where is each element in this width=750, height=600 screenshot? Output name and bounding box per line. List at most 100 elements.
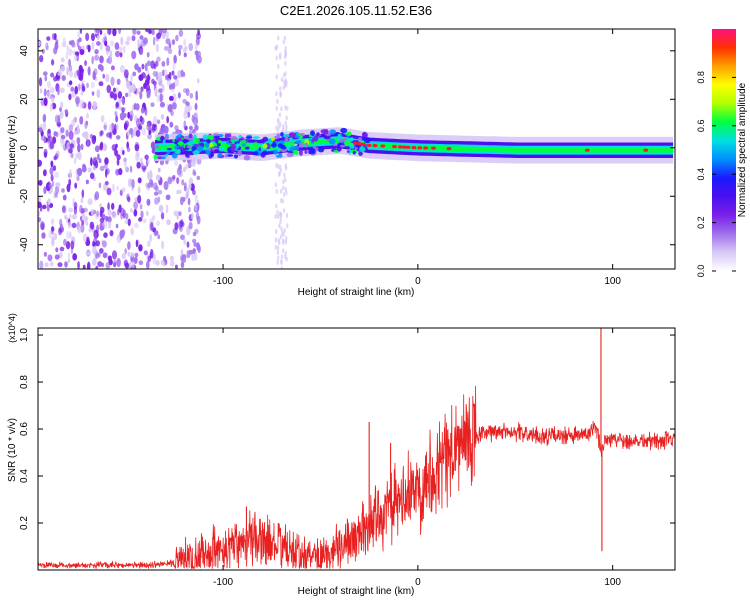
band-blob bbox=[304, 142, 309, 148]
noise-blob bbox=[86, 113, 90, 119]
noise-blob bbox=[60, 65, 66, 72]
band-blob bbox=[153, 154, 158, 160]
peak-point bbox=[353, 141, 358, 145]
noise-blob bbox=[285, 80, 288, 86]
noise-blob bbox=[110, 65, 115, 71]
noise-blob bbox=[276, 245, 280, 251]
noise-blob bbox=[134, 256, 138, 264]
noise-blob bbox=[42, 121, 47, 131]
noise-blob bbox=[49, 141, 55, 150]
noise-blob bbox=[106, 58, 110, 64]
noise-blob bbox=[155, 260, 160, 266]
noise-blob bbox=[121, 253, 127, 260]
noise-blob bbox=[74, 85, 79, 95]
noise-blob bbox=[285, 256, 288, 262]
noise-blob bbox=[90, 157, 93, 166]
noise-blob bbox=[109, 91, 115, 99]
noise-blob bbox=[281, 248, 285, 254]
noise-blob bbox=[178, 48, 181, 56]
noise-blob bbox=[139, 157, 143, 163]
peak-point bbox=[423, 146, 429, 150]
noise-blob bbox=[110, 76, 115, 86]
noise-blob bbox=[99, 225, 104, 231]
noise-blob bbox=[186, 187, 190, 196]
band-blob bbox=[252, 142, 259, 147]
noise-blob bbox=[147, 133, 152, 140]
noise-blob bbox=[130, 251, 135, 258]
colorbar-tick-label: 0.0 bbox=[696, 265, 706, 278]
band-blob bbox=[316, 132, 320, 137]
noise-blob bbox=[87, 101, 92, 110]
noise-blob bbox=[137, 66, 142, 73]
noise-blob bbox=[282, 85, 285, 91]
noise-blob bbox=[107, 202, 110, 211]
noise-blob bbox=[275, 55, 278, 61]
noise-blob bbox=[67, 258, 71, 264]
band-blob bbox=[230, 146, 236, 153]
band-blob bbox=[339, 138, 344, 143]
noise-blob bbox=[114, 42, 120, 50]
noise-blob bbox=[54, 192, 58, 198]
peak-point bbox=[643, 148, 649, 152]
peak-point bbox=[405, 145, 411, 149]
noise-blob bbox=[116, 158, 120, 166]
noise-blob bbox=[285, 190, 288, 196]
noise-blob bbox=[94, 191, 100, 201]
band-blob bbox=[238, 135, 243, 139]
noise-blob bbox=[92, 241, 96, 248]
noise-blob bbox=[131, 178, 135, 189]
noise-blob bbox=[183, 238, 187, 246]
noise-blob bbox=[69, 231, 72, 239]
noise-blob bbox=[99, 217, 105, 224]
noise-blob bbox=[39, 260, 44, 269]
noise-blob bbox=[59, 87, 65, 94]
noise-blob bbox=[91, 91, 95, 96]
noise-blob bbox=[51, 96, 55, 103]
noise-blob bbox=[135, 153, 140, 161]
y-tick-label: 0.6 bbox=[19, 422, 30, 436]
noise-blob bbox=[130, 227, 134, 236]
noise-blob bbox=[155, 43, 159, 53]
band-blob bbox=[304, 150, 308, 154]
noise-blob bbox=[189, 92, 194, 99]
noise-blob bbox=[156, 119, 161, 125]
noise-blob bbox=[279, 121, 282, 127]
noise-blob bbox=[195, 51, 199, 61]
noise-blob bbox=[51, 237, 55, 247]
noise-blob bbox=[194, 203, 198, 212]
noise-blob bbox=[185, 163, 189, 170]
colorbar-tick-label: 0.4 bbox=[696, 168, 706, 181]
colorbar: 0.0 0.2 0.4 0.6 0.8 Normalized spectral ampl… bbox=[696, 29, 748, 277]
noise-blob bbox=[172, 61, 176, 71]
band-blob bbox=[289, 137, 294, 144]
band-blob bbox=[224, 154, 228, 158]
noise-blob bbox=[112, 29, 117, 37]
noise-blob bbox=[118, 204, 122, 213]
noise-blob bbox=[274, 237, 278, 243]
noise-blob bbox=[133, 209, 138, 217]
noise-blob bbox=[165, 204, 169, 214]
noise-blob bbox=[173, 75, 178, 80]
noise-blob bbox=[62, 41, 67, 48]
band-blob bbox=[299, 142, 304, 148]
band-blob bbox=[288, 132, 296, 138]
noise-blob bbox=[116, 185, 120, 191]
noise-blob bbox=[172, 175, 176, 180]
noise-blob bbox=[187, 111, 191, 118]
noise-blob bbox=[127, 251, 131, 257]
noise-blob bbox=[275, 188, 279, 194]
x-tick-label: 100 bbox=[604, 276, 621, 287]
noise-blob bbox=[191, 158, 196, 167]
noise-blob bbox=[61, 188, 65, 193]
noise-blob bbox=[121, 187, 126, 193]
noise-blob bbox=[60, 134, 66, 140]
noise-blob bbox=[67, 48, 73, 56]
noise-blob bbox=[133, 201, 138, 210]
noise-blob bbox=[49, 167, 54, 176]
noise-blob bbox=[278, 52, 282, 58]
noise-blob bbox=[188, 43, 194, 52]
noise-blob bbox=[68, 130, 74, 140]
noise-blob bbox=[184, 45, 188, 52]
noise-blob bbox=[61, 75, 66, 82]
noise-blob bbox=[188, 125, 193, 131]
